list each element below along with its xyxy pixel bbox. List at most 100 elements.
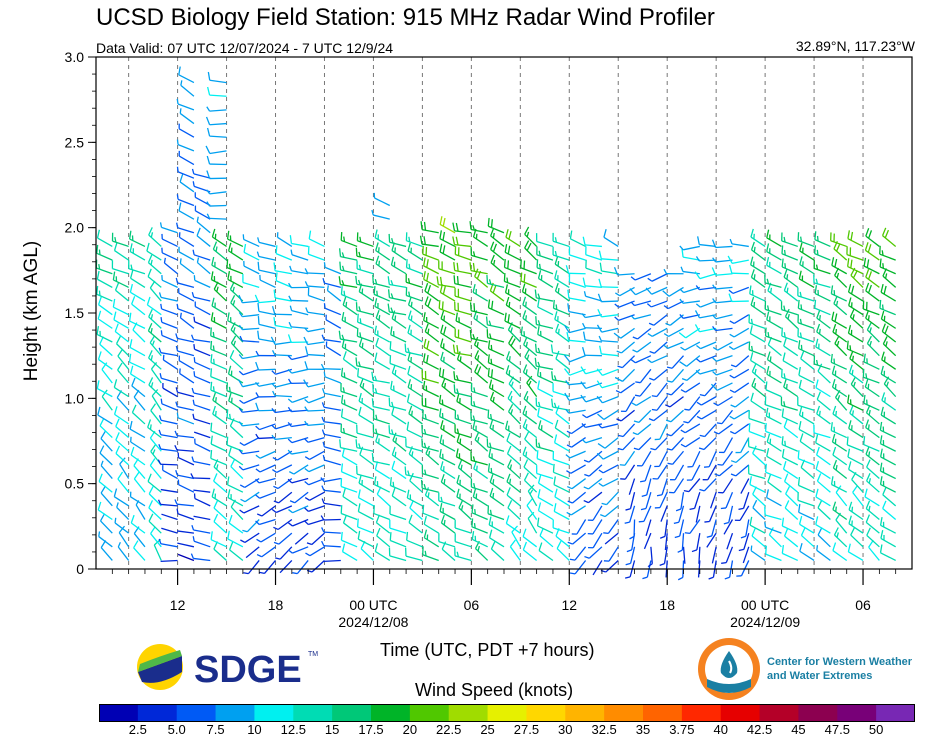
wind-barb [407,365,423,384]
wind-barb [321,388,341,398]
wind-barb [470,247,488,261]
wind-barb [565,408,586,414]
wind-barb [256,532,276,543]
wind-barb [764,301,782,316]
wind-barb [740,519,750,539]
wind-barb [781,232,798,248]
wind-barb [272,390,292,398]
wind-barb [603,546,619,562]
wind-barb [505,420,521,439]
wind-barb [96,380,113,398]
wind-barb [273,532,293,545]
sdge-wordmark: SDGE [194,649,302,691]
wind-barb [728,264,749,275]
wind-barb [487,354,505,370]
wind-barb [766,256,782,275]
wind-barb [729,368,750,379]
wind-barb [355,302,374,316]
wind-barb [115,445,130,466]
wind-barb [712,284,733,290]
wind-barbs [95,66,897,581]
wind-barb [814,245,831,261]
wind-barb [117,471,130,493]
x-tick-label: 06 [464,597,480,613]
wind-barb [176,139,195,152]
wind-barb [375,337,391,357]
wind-barb [729,382,750,393]
wind-barb [815,488,831,507]
wind-barb [239,505,260,514]
wind-barb [684,396,701,411]
wind-barb [275,546,293,560]
wind-barb [323,303,342,316]
wind-barb [404,343,423,357]
wind-barb [113,406,130,425]
x-tick-date-label: 2024/12/08 [338,614,408,630]
wind-barb [118,525,130,548]
wind-barb [564,325,586,334]
wind-barb [507,459,521,480]
wind-barb [711,314,733,320]
wind-barb [527,511,538,534]
wind-barb [147,268,162,288]
wind-barb [131,296,146,316]
wind-barb [666,423,684,437]
wind-barb [256,251,276,261]
wind-barb [275,245,293,261]
wind-barb [177,479,195,493]
wind-barb [320,363,341,370]
wind-barb [374,325,391,343]
wind-barb [865,282,880,302]
wind-barb [323,559,341,563]
wind-barb [453,275,472,289]
wind-barb [372,410,390,425]
wind-barb [452,222,472,234]
wind-barb [587,505,603,521]
wind-barb [287,449,309,455]
wind-barb [750,269,766,288]
wind-barb [270,336,292,346]
wind-barb [647,355,668,364]
wind-barb [488,448,505,466]
wind-barb [652,464,668,480]
wind-barb [255,433,276,440]
wind-barb [307,287,325,302]
wind-barb [596,380,619,389]
wind-barb [423,271,440,288]
wind-barb [113,488,129,507]
wind-barb [193,275,211,288]
colorbar-tick-label: 20 [402,722,418,737]
wind-barb [374,229,391,247]
wind-barb [388,547,407,562]
wind-barb [456,433,472,452]
colorbar-tick-label: 3.75 [669,722,695,737]
wind-barb [193,489,211,493]
wind-barb [537,380,554,398]
wind-barb [596,368,619,376]
wind-barb [651,382,668,398]
wind-barb [581,313,603,319]
wind-barb [150,526,162,548]
wind-barb [325,314,342,329]
wind-barb [192,413,211,425]
wind-barb [849,350,864,370]
wind-barb [275,272,293,288]
wind-barb [471,518,488,534]
x-tick-label: 18 [659,597,675,613]
wind-barb [256,505,276,517]
wind-barb [176,412,195,425]
wind-barb [391,446,407,466]
wind-barb [554,311,570,329]
wind-barb [490,254,505,275]
wind-barb [240,532,260,543]
wind-barb [99,445,113,466]
wind-barb [536,450,554,466]
wind-barb [489,474,505,493]
wind-barb [210,354,227,370]
wind-barb [423,338,440,357]
colorbar-tick-label: 17.5 [358,722,384,737]
wind-barb [832,323,848,343]
wind-barb [848,297,864,316]
wind-barb [356,465,374,480]
wind-barb [321,485,341,493]
